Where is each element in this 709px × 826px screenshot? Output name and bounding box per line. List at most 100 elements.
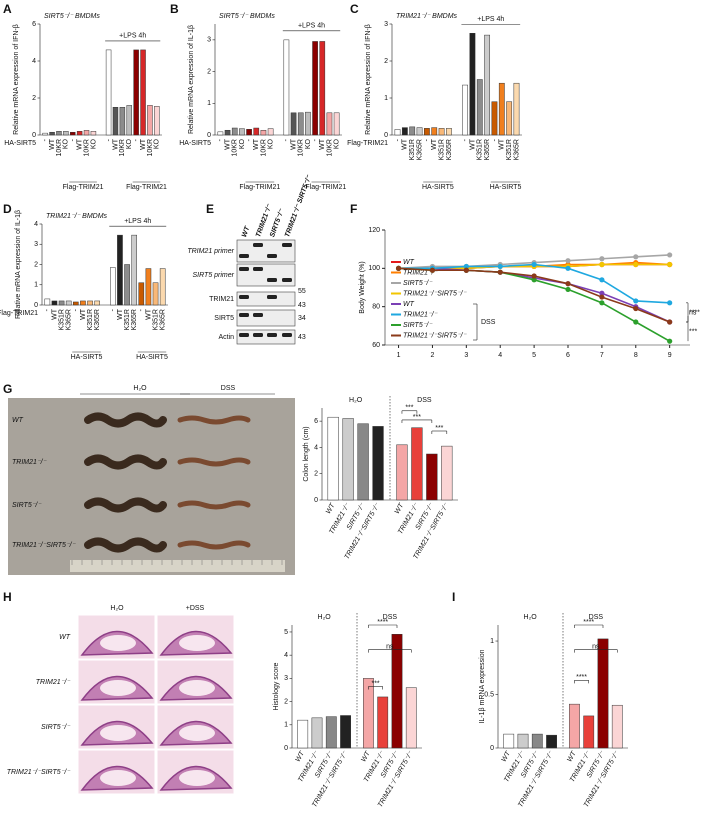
lumen: [100, 635, 136, 651]
blot-marker: 55: [298, 288, 306, 295]
x-tick-label: -: [491, 138, 498, 141]
bar: [147, 105, 153, 136]
blot-band: [282, 243, 292, 247]
blot-band: [239, 313, 249, 317]
x-tick-label: K351R: [409, 139, 416, 160]
colon: [177, 540, 251, 550]
x-tick-label: WT: [145, 308, 152, 320]
bar: [119, 107, 126, 136]
x-tick-label: -: [246, 138, 253, 141]
x-tick-label: K351R: [58, 309, 65, 330]
annotation: DSS: [481, 319, 496, 326]
panel-label: D: [3, 202, 12, 216]
bar: [87, 300, 93, 306]
bar: [51, 300, 58, 306]
bar: [154, 106, 160, 136]
bar: [117, 234, 123, 306]
row-label: TRIM21⁻/⁻SIRT5⁻/⁻: [7, 769, 72, 776]
point: [599, 256, 605, 262]
point: [667, 338, 673, 344]
x-tick-label: -: [42, 138, 49, 141]
y-tick-label: 100: [368, 265, 380, 272]
blot-row-label: TRIM21 primer: [187, 248, 234, 255]
y-tick-label: 4: [314, 444, 318, 451]
x-tick-label: WT: [566, 750, 578, 764]
x-tick-label: WT: [51, 308, 58, 320]
x-tick-label: KO: [63, 138, 70, 149]
significance: ns: [689, 309, 697, 316]
x-tick-label: K365R: [66, 309, 73, 330]
x-tick-label: K351R: [438, 139, 445, 160]
bar: [498, 82, 505, 136]
group-label: HA-SIRT5: [422, 184, 454, 191]
annotation: +LPS 4h: [477, 16, 504, 23]
y-tick-label: 2: [314, 471, 318, 478]
x-tick-label: 9: [668, 352, 672, 359]
bar: [63, 131, 69, 136]
y-tick-label: 6: [32, 21, 36, 28]
bar: [333, 112, 340, 136]
x-tick-label: WT: [469, 138, 476, 150]
point: [531, 277, 537, 283]
legend-label: TRIM21⁻/⁻: [403, 269, 439, 276]
x-tick-label: KO: [126, 138, 133, 149]
bar: [90, 131, 97, 136]
x-tick-label: WT: [112, 138, 119, 150]
bar: [462, 84, 468, 136]
x-tick-label: 10KR: [56, 139, 63, 157]
row-label: TRIM21⁻/⁻: [12, 459, 48, 466]
colon: [84, 497, 167, 513]
bar: [513, 82, 520, 136]
x-tick-label: WT: [501, 750, 513, 764]
y-axis-label: Body Weight (%): [359, 261, 366, 313]
x-tick-label: 1: [397, 352, 401, 359]
panel-label: H: [3, 590, 12, 604]
bar: [217, 131, 224, 136]
blot-band: [239, 267, 249, 271]
x-tick-label: 5: [532, 352, 536, 359]
point: [429, 267, 436, 273]
y-tick-label: 1: [490, 638, 494, 645]
y-axis-label: IL-1β mRNA expression: [479, 649, 486, 723]
point: [497, 263, 503, 270]
point: [599, 290, 605, 296]
bar: [340, 715, 351, 749]
significance: ****: [583, 619, 594, 626]
legend-label: TRIM21⁻/⁻: [403, 311, 439, 318]
group-label: HA-SIRT5: [136, 354, 168, 361]
group-label: Flag-TRIM21: [239, 184, 280, 191]
x-tick-label: WT: [360, 750, 372, 764]
row-label: Flag-TRIM21: [347, 140, 388, 147]
bar: [42, 132, 48, 136]
colon: [84, 454, 167, 470]
bar: [58, 300, 65, 306]
x-tick-label: K351R: [506, 139, 513, 160]
panel-label: F: [350, 202, 357, 216]
bar: [246, 129, 252, 136]
point: [667, 300, 673, 306]
x-tick-label: K351R: [87, 309, 94, 330]
lumen: [179, 680, 215, 696]
bar: [70, 131, 76, 136]
bar: [159, 268, 166, 306]
x-tick-label: WT: [431, 138, 438, 150]
y-axis-label: Relative mRNA expression of IFN-β: [13, 24, 20, 135]
bar: [110, 267, 116, 306]
point: [633, 254, 639, 260]
x-tick-label: 4: [498, 352, 502, 359]
bar: [126, 105, 132, 136]
blot-row-label: Actin: [218, 334, 234, 341]
point: [463, 267, 469, 273]
significance: ns: [386, 643, 394, 650]
point: [531, 273, 537, 279]
point: [633, 305, 639, 312]
bar: [239, 128, 245, 136]
panel-label: B: [170, 2, 179, 16]
x-tick-label: -: [217, 138, 224, 141]
x-tick-label: WT: [49, 138, 56, 150]
x-tick-label: -: [283, 138, 290, 141]
significance: ****: [377, 619, 388, 626]
x-tick-label: KO: [333, 138, 340, 149]
bar: [583, 715, 595, 749]
bar: [253, 127, 260, 136]
